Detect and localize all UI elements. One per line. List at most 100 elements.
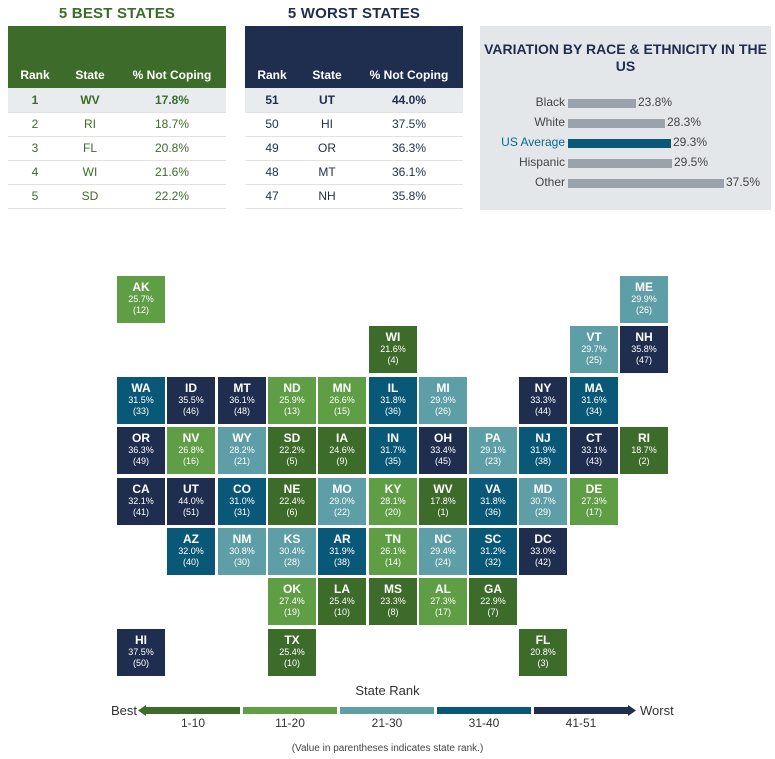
state-rank: (38) [534,456,551,466]
state-abbrev: SC [484,532,502,546]
legend-band-3 [340,707,434,714]
state-abbrev: UT [183,482,199,496]
state-value: 29.4% [430,546,456,556]
state-tile-pa: PA 29.1% (23) [469,427,517,474]
state-tile-mn: MN 26.6% (15) [318,377,366,424]
state-value: 37.5% [128,647,154,657]
state-rank: (17) [434,607,451,617]
state-value: 21.6% [380,344,406,354]
state-tile-ct: CT 33.1% (43) [570,427,618,474]
state-value: 33.0% [530,546,556,556]
state-abbrev: NM [232,532,252,546]
state-rank: (30) [233,557,250,567]
state-cell: FL [62,136,118,161]
state-rank: (45) [434,456,451,466]
race-label-white: White [534,115,565,129]
state-abbrev: DE [585,482,603,496]
race-value-other: 37.5% [726,175,761,189]
state-value: 31.2% [480,546,506,556]
state-tile-me: ME 29.9% (26) [620,276,668,323]
state-abbrev: KY [384,482,402,496]
pct-cell: 36.3% [355,136,463,161]
best-states-title: 5 BEST STATES [58,5,176,22]
rank-cell: 47 [245,184,299,209]
state-abbrev: NY [534,381,552,395]
table-row: 49 OR 36.3% [245,136,463,161]
state-value: 24.6% [329,445,355,455]
state-value: 31.9% [530,445,556,455]
worst-header-rank: Rank [245,26,299,88]
race-label-black: Black [535,95,565,109]
race-label-other: Other [534,175,565,189]
state-abbrev: FL [535,633,551,647]
state-tile-nv: NV 26.8% (16) [167,427,215,474]
state-value: 30.8% [229,546,255,556]
state-rank: (19) [283,607,300,617]
state-rank: (2) [638,456,650,466]
pct-cell: 44.0% [355,88,463,113]
state-tile-az: AZ 32.0% (40) [167,528,215,575]
state-value: 29.1% [480,445,506,455]
state-tile-ia: IA 24.6% (9) [318,427,366,474]
state-tile-ma: MA 31.6% (34) [570,377,618,424]
state-rank: (10) [283,658,300,668]
state-rank: (36) [384,406,401,416]
state-abbrev: MS [384,582,402,596]
state-rank: (16) [182,456,199,466]
state-tile-hi: HI 37.5% (50) [117,629,165,676]
state-abbrev: AZ [183,532,199,546]
legend-band-label-1: 1-10 [180,716,206,730]
table-row: 2 RI 18.7% [8,112,226,137]
state-abbrev: ID [185,381,197,395]
state-abbrev: MI [436,381,450,395]
state-tile-or: OR 36.3% (49) [117,427,165,474]
race-value-white: 28.3% [667,115,702,129]
race-bar-black [568,99,636,108]
state-value: 31.0% [229,496,255,506]
state-tile-sd: SD 22.2% (5) [268,427,316,474]
state-tile-id: ID 35.5% (46) [167,377,215,424]
rank-cell: 4 [8,160,62,185]
state-abbrev: NJ [535,431,551,445]
state-value: 28.2% [229,445,255,455]
state-rank: (51) [182,507,199,517]
state-rank: (6) [286,507,298,517]
pct-cell: 20.8% [118,136,226,161]
state-abbrev: WY [232,431,252,445]
pct-cell: 17.8% [118,88,226,113]
state-cell: OR [299,136,355,161]
state-tile-nd: ND 25.9% (13) [268,377,316,424]
state-rank: (38) [333,557,350,567]
state-rank: (13) [283,406,300,416]
race-value-us-average: 29.3% [673,135,708,149]
state-rank: (1) [437,507,449,517]
state-rank: (9) [336,456,348,466]
state-tile-mi: MI 29.9% (26) [419,377,467,424]
state-abbrev: RI [638,431,650,445]
table-row: 47 NH 35.8% [245,184,463,209]
pct-cell: 22.2% [118,184,226,209]
state-rank: (47) [635,355,652,365]
state-abbrev: DC [534,532,552,546]
state-value: 26.6% [329,395,355,405]
state-rank: (26) [434,406,451,416]
state-value: 28.1% [380,496,406,506]
race-bar-other [568,179,724,188]
state-abbrev: VT [586,330,602,344]
race-panel-title: VARIATION BY RACE & ETHNICITY IN THE US [484,41,767,74]
state-tile-ut: UT 44.0% (51) [167,478,215,525]
table-row: 48 MT 36.1% [245,160,463,185]
pct-cell: 18.7% [118,112,226,137]
state-tile-wi: WI 21.6% (4) [369,326,417,373]
worst-states-table: Rank State % Not Coping 51 UT 44.0% 50 HI 37… [245,26,463,209]
state-rank: (40) [182,557,199,567]
worst-header-state: State [299,26,355,88]
state-tile-al: AL 27.3% (17) [419,578,467,625]
legend-best-label: Best [111,703,138,718]
race-bar-white [568,119,665,128]
state-rank: (49) [132,456,149,466]
state-value: 22.2% [279,445,305,455]
state-value: 30.4% [279,546,305,556]
state-abbrev: MA [584,381,604,395]
state-rank: (17) [585,507,602,517]
